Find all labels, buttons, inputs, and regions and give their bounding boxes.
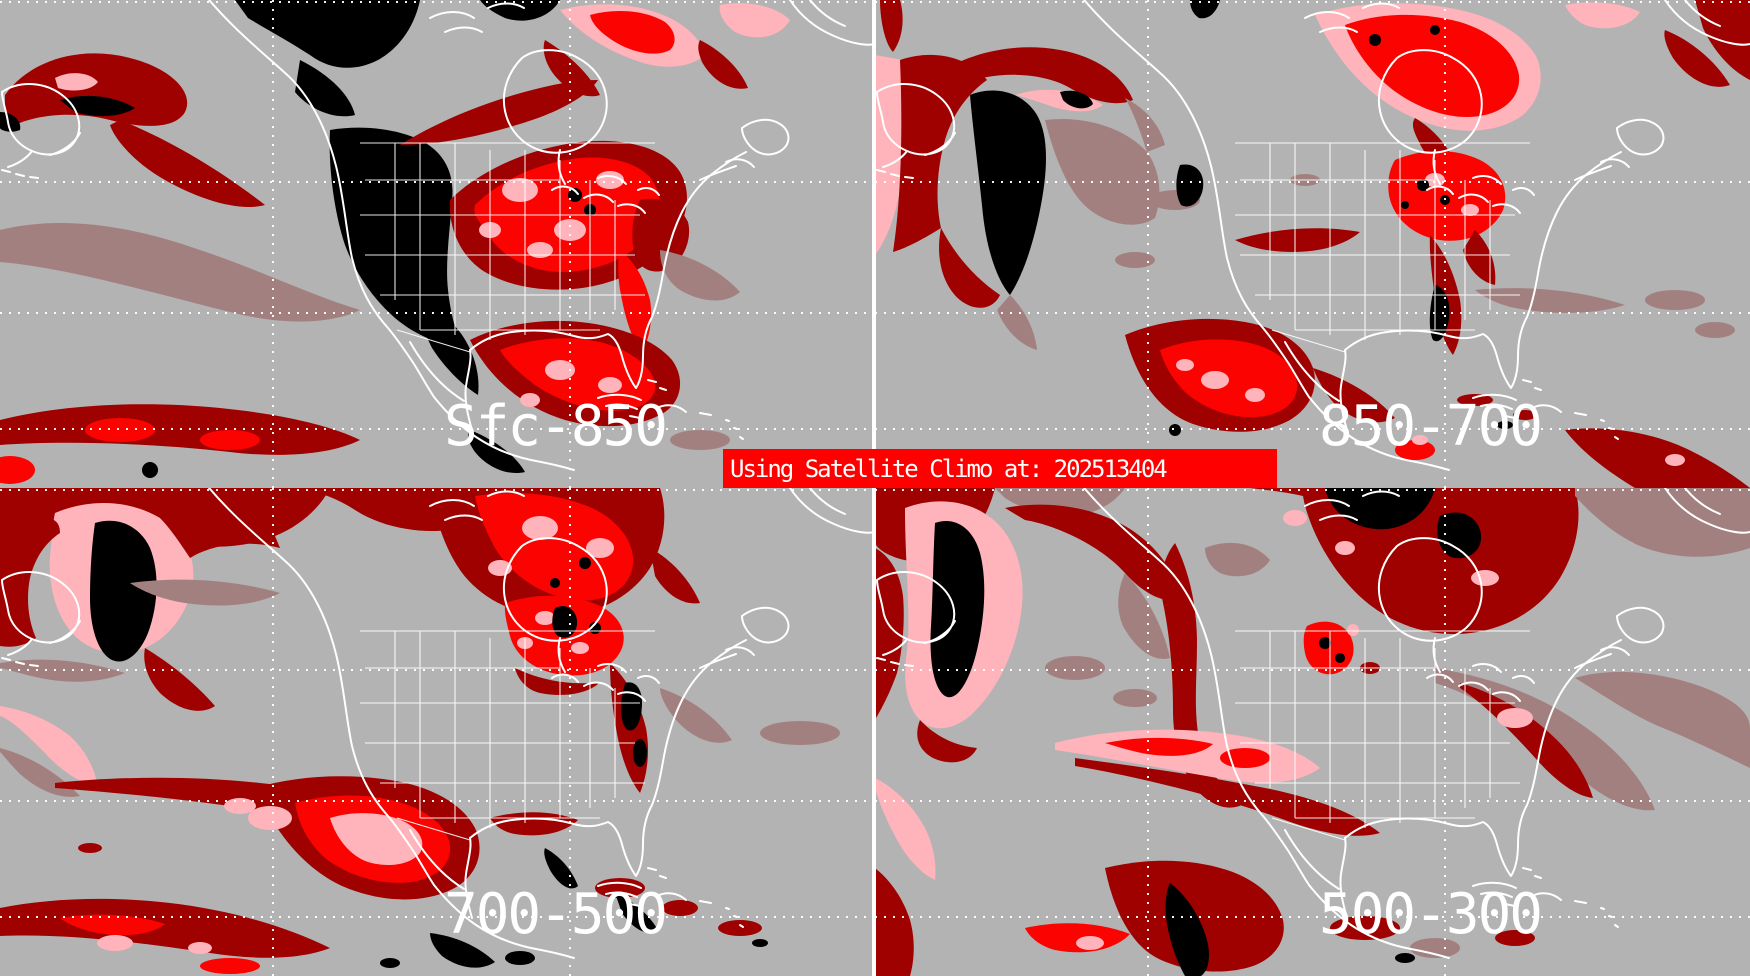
panel-label-500-300: 500-300	[1318, 882, 1543, 947]
panel-sfc-850: Sfc-850	[0, 0, 875, 488]
panel-divider	[872, 0, 876, 976]
map-sfc-850	[0, 0, 875, 488]
panel-850-700: 850-700	[875, 0, 1750, 488]
panel-label-700-500: 700-500	[443, 882, 668, 947]
panel-label-850-700: 850-700	[1318, 394, 1543, 459]
panel-700-500: 700-500	[0, 488, 875, 976]
moisture-blobs	[0, 488, 840, 974]
moisture-blobs	[875, 488, 1750, 976]
moisture-blobs	[0, 0, 790, 484]
panel-500-300: 500-300	[875, 488, 1750, 976]
moisture-blobs	[875, 0, 1750, 488]
map-850-700	[875, 0, 1750, 488]
map-700-500	[0, 488, 875, 976]
panel-label-sfc-850: Sfc-850	[443, 394, 668, 459]
status-banner: Using Satellite Climo at: 202513404	[723, 449, 1277, 488]
map-500-300	[875, 488, 1750, 976]
